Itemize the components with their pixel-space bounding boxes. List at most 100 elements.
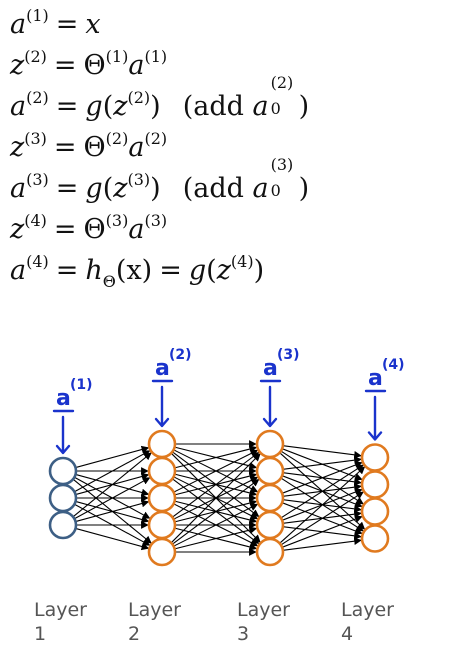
unit-layer-4-2 <box>360 470 390 499</box>
annotation-arrow-layer-3 <box>262 385 278 428</box>
annotation-arrow-layer-1 <box>55 415 71 455</box>
edge-l3-5-to-l4-2 <box>280 491 364 546</box>
unit-layer-1-3 <box>48 510 78 540</box>
eq3-note-sup: (2) <box>270 73 294 92</box>
eq1-lhs: a <box>10 9 27 40</box>
eq3-g-arg-sup: (2) <box>127 88 151 107</box>
edge-l1-3-to-l2-1 <box>72 452 152 518</box>
unit-layer-2-1 <box>147 429 177 459</box>
eq7-h-sub: Θ <box>102 272 116 291</box>
unit-layer-2-4 <box>147 510 177 540</box>
equation-2: z(2) = Θ(1)a(1) <box>10 47 168 82</box>
edge-l3-5-to-l4-3 <box>281 515 363 548</box>
annotation-sup-layer-2: (2) <box>169 347 192 363</box>
unit-layer-2-3 <box>147 483 177 513</box>
eq4-a-sup: (2) <box>144 129 168 148</box>
unit-layer-3-3 <box>255 483 285 513</box>
neural-network-diagram: a(1)a(2)a(3)a(4) <box>48 347 405 567</box>
layer-2-label: Layer 2 <box>128 599 181 645</box>
unit-layer-4-4 <box>360 524 390 553</box>
unit-layer-2-2 <box>147 456 177 486</box>
unit-layer-3-1 <box>255 429 285 459</box>
eq3-note-sub: 0 <box>270 99 281 118</box>
network-units <box>48 429 390 567</box>
edge-l3-5-to-l4-1 <box>279 466 366 544</box>
annotation-sup-layer-1: (1) <box>70 377 93 393</box>
eq5-lhs-sup: (3) <box>26 170 49 189</box>
edge-l3-4-to-l4-1 <box>280 464 364 519</box>
unit-layer-4-3 <box>360 497 390 526</box>
edge-l2-5-to-l3-2 <box>172 478 260 545</box>
eq3-note-prefix: (add <box>182 91 244 122</box>
eq2-theta-sup: (1) <box>105 47 129 66</box>
eq1-lhs-sup: (1) <box>26 6 49 25</box>
edge-l1-3-to-l2-3 <box>75 499 150 523</box>
edge-l1-2-to-l2-1 <box>74 450 151 493</box>
annotation-sup-layer-4: (4) <box>382 357 405 373</box>
edge-l3-3-to-l4-1 <box>281 461 363 494</box>
handwritten-annotations: a(1)a(2)a(3)a(4) <box>52 347 405 455</box>
unit-layer-3-5 <box>255 537 285 567</box>
forward-propagation-equations: a(1) = x z(2) = Θ(1)a(1) a(2) = g(z(2)) (add a(… <box>10 4 450 291</box>
edge-l2-3-to-l3-1 <box>173 449 259 493</box>
eq4-theta-sup: (2) <box>105 129 129 148</box>
equation-4: z(3) = Θ(2)a(2) <box>10 129 168 164</box>
eq2-lhs: z <box>10 50 25 81</box>
eq6-a-sup: (3) <box>144 211 168 230</box>
eq3-note-var: a <box>252 91 269 122</box>
edge-l1-3-to-l2-5 <box>75 527 150 551</box>
eq6-theta-sup: (3) <box>105 211 129 230</box>
eq3-lhs-sup: (2) <box>26 88 49 107</box>
eq6-lhs-sup: (4) <box>24 211 47 230</box>
edge-l3-1-to-l4-1 <box>282 445 362 459</box>
equation-5: a(3) = g(z(3)) (add a (3) 0) <box>10 155 310 205</box>
edge-l2-2-to-l3-1 <box>174 445 258 469</box>
edge-l2-5-to-l3-3 <box>173 503 259 547</box>
unit-layer-1-2 <box>48 483 78 513</box>
edge-l1-3-to-l2-2 <box>74 477 151 520</box>
eq2-a-sup: (1) <box>144 47 168 66</box>
equation-6: z(4) = Θ(3)a(3) <box>10 211 168 246</box>
edge-l2-5-to-l3-1 <box>170 453 261 544</box>
layer-1-label: Layer 1 <box>34 599 87 645</box>
eq5-note-suffix: ) <box>298 173 310 204</box>
eq7-h-arg: (x) <box>115 255 153 286</box>
unit-layer-2-5 <box>147 537 177 567</box>
eq1-rhs: x <box>85 9 101 40</box>
eq7-g-arg-sup: (4) <box>230 252 254 271</box>
eq5-note-var: a <box>252 173 269 204</box>
layer-4-label: Layer 4 <box>341 599 394 645</box>
eq3-g-arg: z <box>113 91 128 122</box>
eq5-note-prefix: (add <box>182 173 244 204</box>
edge-l3-5-to-l4-4 <box>282 537 362 551</box>
eq5-g-arg-sup: (3) <box>127 170 151 189</box>
equation-1: a(1) = x <box>10 6 101 41</box>
eq6-lhs: z <box>10 214 25 245</box>
equation-3: a(2) = g(z(2)) (add a (2) 0) <box>10 73 310 123</box>
unit-layer-3-2 <box>255 456 285 486</box>
layer-3-label: Layer 3 <box>237 599 290 645</box>
eq2-lhs-sup: (2) <box>24 47 47 66</box>
eq5-g-arg: z <box>113 173 128 204</box>
eq5-note-sub: 0 <box>270 181 281 200</box>
eq3-note-suffix: ) <box>298 91 310 122</box>
eq5-note-sup: (3) <box>270 155 294 174</box>
edge-l2-5-to-l3-4 <box>174 526 258 550</box>
annotation-sup-layer-3: (3) <box>277 347 300 363</box>
annotation-arrow-layer-4 <box>367 395 383 441</box>
annotation-arrow-layer-2 <box>154 385 170 428</box>
annotation-a-layer-1: a <box>56 386 71 411</box>
annotation-a-layer-2: a <box>155 356 170 381</box>
edge-l3-2-to-l4-1 <box>282 456 362 470</box>
eq7-lhs: a <box>10 255 27 286</box>
eq4-lhs-sup: (3) <box>24 129 47 148</box>
eq5-lhs: a <box>10 173 27 204</box>
annotation-a-layer-4: a <box>368 366 383 391</box>
annotation-a-layer-3: a <box>263 356 278 381</box>
weight-connections <box>72 440 366 556</box>
eq7-g-arg: z <box>216 255 231 286</box>
eq7-h: h <box>85 255 103 286</box>
eq4-lhs: z <box>10 132 25 163</box>
eq3-lhs: a <box>10 91 27 122</box>
unit-layer-3-4 <box>255 510 285 540</box>
